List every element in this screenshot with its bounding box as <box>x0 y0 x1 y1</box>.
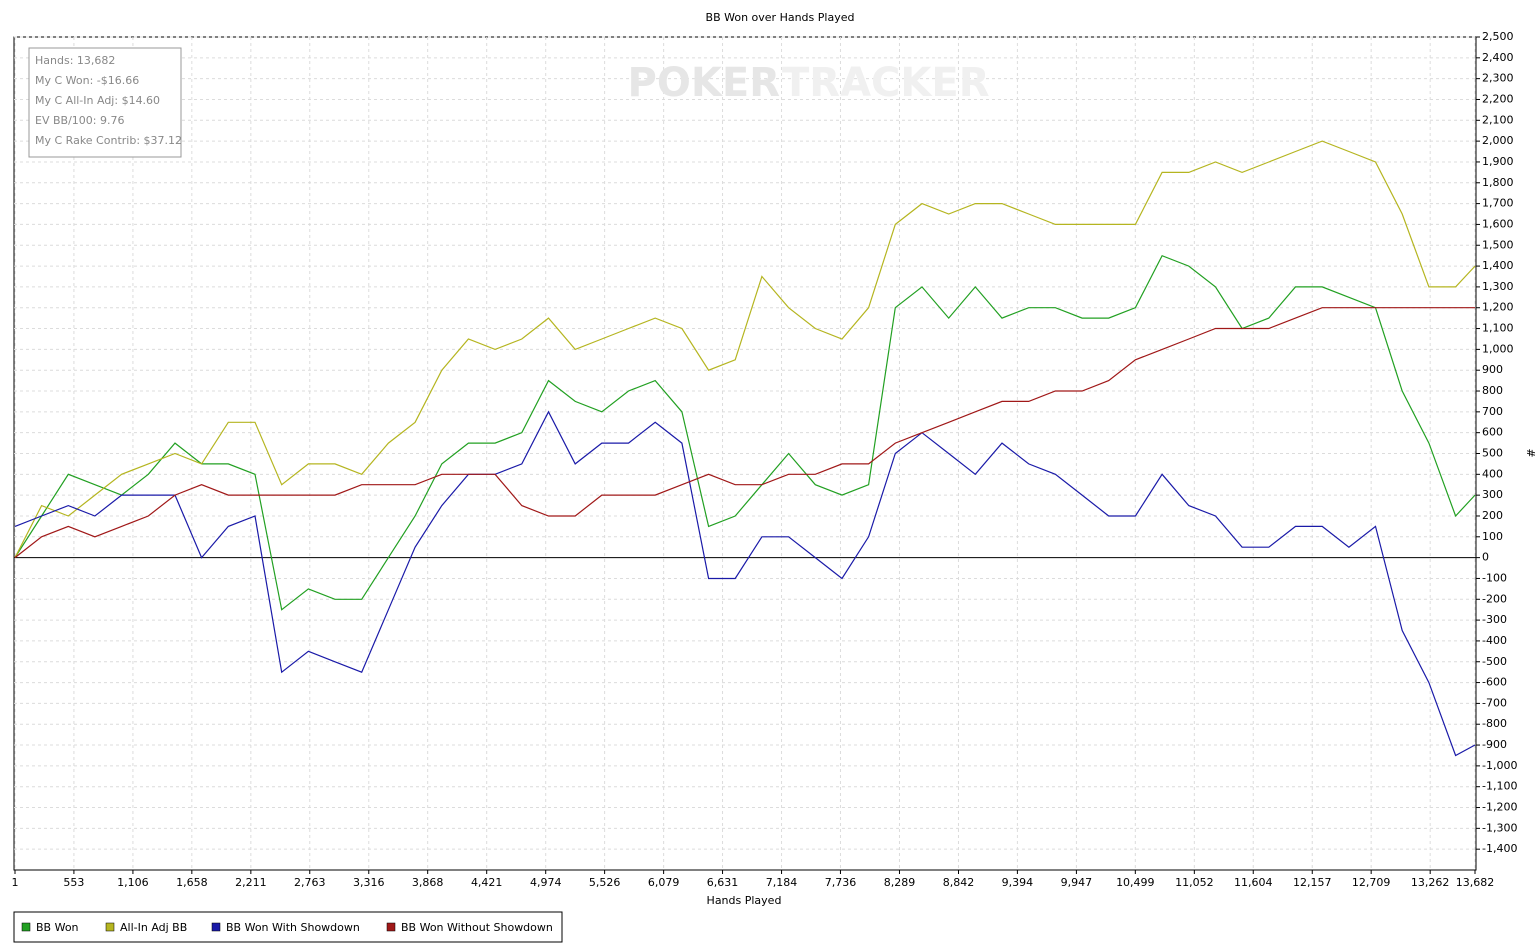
series-line <box>14 254 1476 611</box>
y-tick-label: 1,000 <box>1482 342 1514 355</box>
y-tick-label: 1,500 <box>1482 238 1514 251</box>
y-tick-label: -800 <box>1482 717 1507 730</box>
x-tick-label: 4,974 <box>530 876 562 889</box>
y-tick-label: 300 <box>1482 488 1503 501</box>
x-tick-label: 11,052 <box>1175 876 1214 889</box>
y-tick-label: 0 <box>1482 551 1489 564</box>
x-axis-title: Hands Played <box>707 894 782 907</box>
y-tick-label: 600 <box>1482 426 1503 439</box>
info-box: Hands: 13,682 My C Won: -$16.66 My C All-I… <box>28 47 182 158</box>
y-tick-label: -500 <box>1482 655 1507 668</box>
x-tick-label: 9,947 <box>1061 876 1093 889</box>
y-tick-label: 1,900 <box>1482 155 1514 168</box>
y-tick-label: 700 <box>1482 405 1503 418</box>
x-tick-label: 1,658 <box>176 876 208 889</box>
y-tick-label: -700 <box>1482 696 1507 709</box>
legend-label: All-In Adj BB <box>120 921 187 934</box>
series-line <box>14 307 1475 559</box>
x-tick-label: 2,763 <box>294 876 326 889</box>
x-tick-label: 10,499 <box>1116 876 1155 889</box>
legend-swatch <box>21 922 31 932</box>
y-tick-label: 2,000 <box>1482 134 1514 147</box>
watermark: POKER <box>628 60 780 106</box>
y-tick-label: -200 <box>1482 592 1507 605</box>
y-tick-label: 800 <box>1482 384 1503 397</box>
x-tick-label: 13,682 <box>1456 876 1495 889</box>
y-tick-label: 2,500 <box>1482 30 1514 43</box>
x-tick-label: 8,289 <box>884 876 916 889</box>
x-tick-label: 3,868 <box>412 876 444 889</box>
chart-title: BB Won over Hands Played <box>706 11 855 24</box>
y-tick-label: 200 <box>1482 509 1503 522</box>
y-tick-label: 1,400 <box>1482 259 1514 272</box>
legend-swatch <box>386 922 396 932</box>
x-tick-label: 7,184 <box>766 876 798 889</box>
info-line: EV BB/100: 9.76 <box>35 114 124 127</box>
x-tick-label: 2,211 <box>235 876 267 889</box>
x-tick-label: 4,421 <box>471 876 503 889</box>
y-tick-label: -400 <box>1482 634 1507 647</box>
y-tick-label: 1,300 <box>1482 280 1514 293</box>
x-tick-label: 9,394 <box>1002 876 1034 889</box>
legend-swatch <box>105 922 115 932</box>
y-tick-label: 1,100 <box>1482 322 1514 335</box>
legend-label: BB Won Without Showdown <box>401 921 553 934</box>
y-tick-label: -1,100 <box>1482 780 1517 793</box>
legend-label: BB Won <box>36 921 79 934</box>
y-tick-label: 500 <box>1482 447 1503 460</box>
series-line <box>14 410 1476 757</box>
watermark: TRACKER <box>782 60 990 106</box>
x-tick-label: 6,631 <box>707 876 739 889</box>
x-tick-label: 12,157 <box>1293 876 1332 889</box>
series-line <box>14 140 1476 558</box>
y-tick-label: 2,300 <box>1482 72 1514 85</box>
x-tick-label: 1,106 <box>117 876 149 889</box>
y-tick-label: -900 <box>1482 738 1507 751</box>
y-tick-label: -300 <box>1482 613 1507 626</box>
y-tick-label: 1,200 <box>1482 301 1514 314</box>
x-tick-label: 5,526 <box>589 876 621 889</box>
y-tick-label: 1,800 <box>1482 176 1514 189</box>
y-tick-label: 2,100 <box>1482 113 1514 126</box>
y-tick-label: 2,200 <box>1482 92 1514 105</box>
y-tick-label: -1,000 <box>1482 759 1517 772</box>
legend-label: BB Won With Showdown <box>226 921 360 934</box>
x-tick-label: 12,709 <box>1352 876 1391 889</box>
y-tick-label: 400 <box>1482 467 1503 480</box>
x-tick-label: 7,736 <box>825 876 857 889</box>
y-axis-title: # <box>1524 448 1536 457</box>
x-tick-label: 553 <box>63 876 84 889</box>
legend <box>13 911 563 943</box>
info-line: My C Rake Contrib: $37.12 <box>35 134 182 147</box>
y-tick-label: 2,400 <box>1482 51 1514 64</box>
y-tick-label: -600 <box>1482 676 1507 689</box>
y-tick-label: -1,400 <box>1482 842 1517 855</box>
y-tick-label: -100 <box>1482 571 1507 584</box>
y-tick-label: 100 <box>1482 530 1503 543</box>
info-line: My C Won: -$16.66 <box>35 74 139 87</box>
x-tick-label: 11,604 <box>1234 876 1273 889</box>
y-tick-label: -1,200 <box>1482 801 1517 814</box>
legend-swatch <box>211 922 221 932</box>
x-tick-label: 8,842 <box>943 876 975 889</box>
x-tick-label: 1 <box>12 876 19 889</box>
y-tick-label: -1,300 <box>1482 821 1517 834</box>
y-tick-label: 1,700 <box>1482 197 1514 210</box>
y-tick-label: 1,600 <box>1482 217 1514 230</box>
x-tick-label: 3,316 <box>353 876 385 889</box>
info-line: Hands: 13,682 <box>35 54 115 67</box>
y-tick-label: 900 <box>1482 363 1503 376</box>
info-line: My C All-In Adj: $14.60 <box>35 94 160 107</box>
x-tick-label: 6,079 <box>648 876 680 889</box>
x-tick-label: 13,262 <box>1411 876 1450 889</box>
